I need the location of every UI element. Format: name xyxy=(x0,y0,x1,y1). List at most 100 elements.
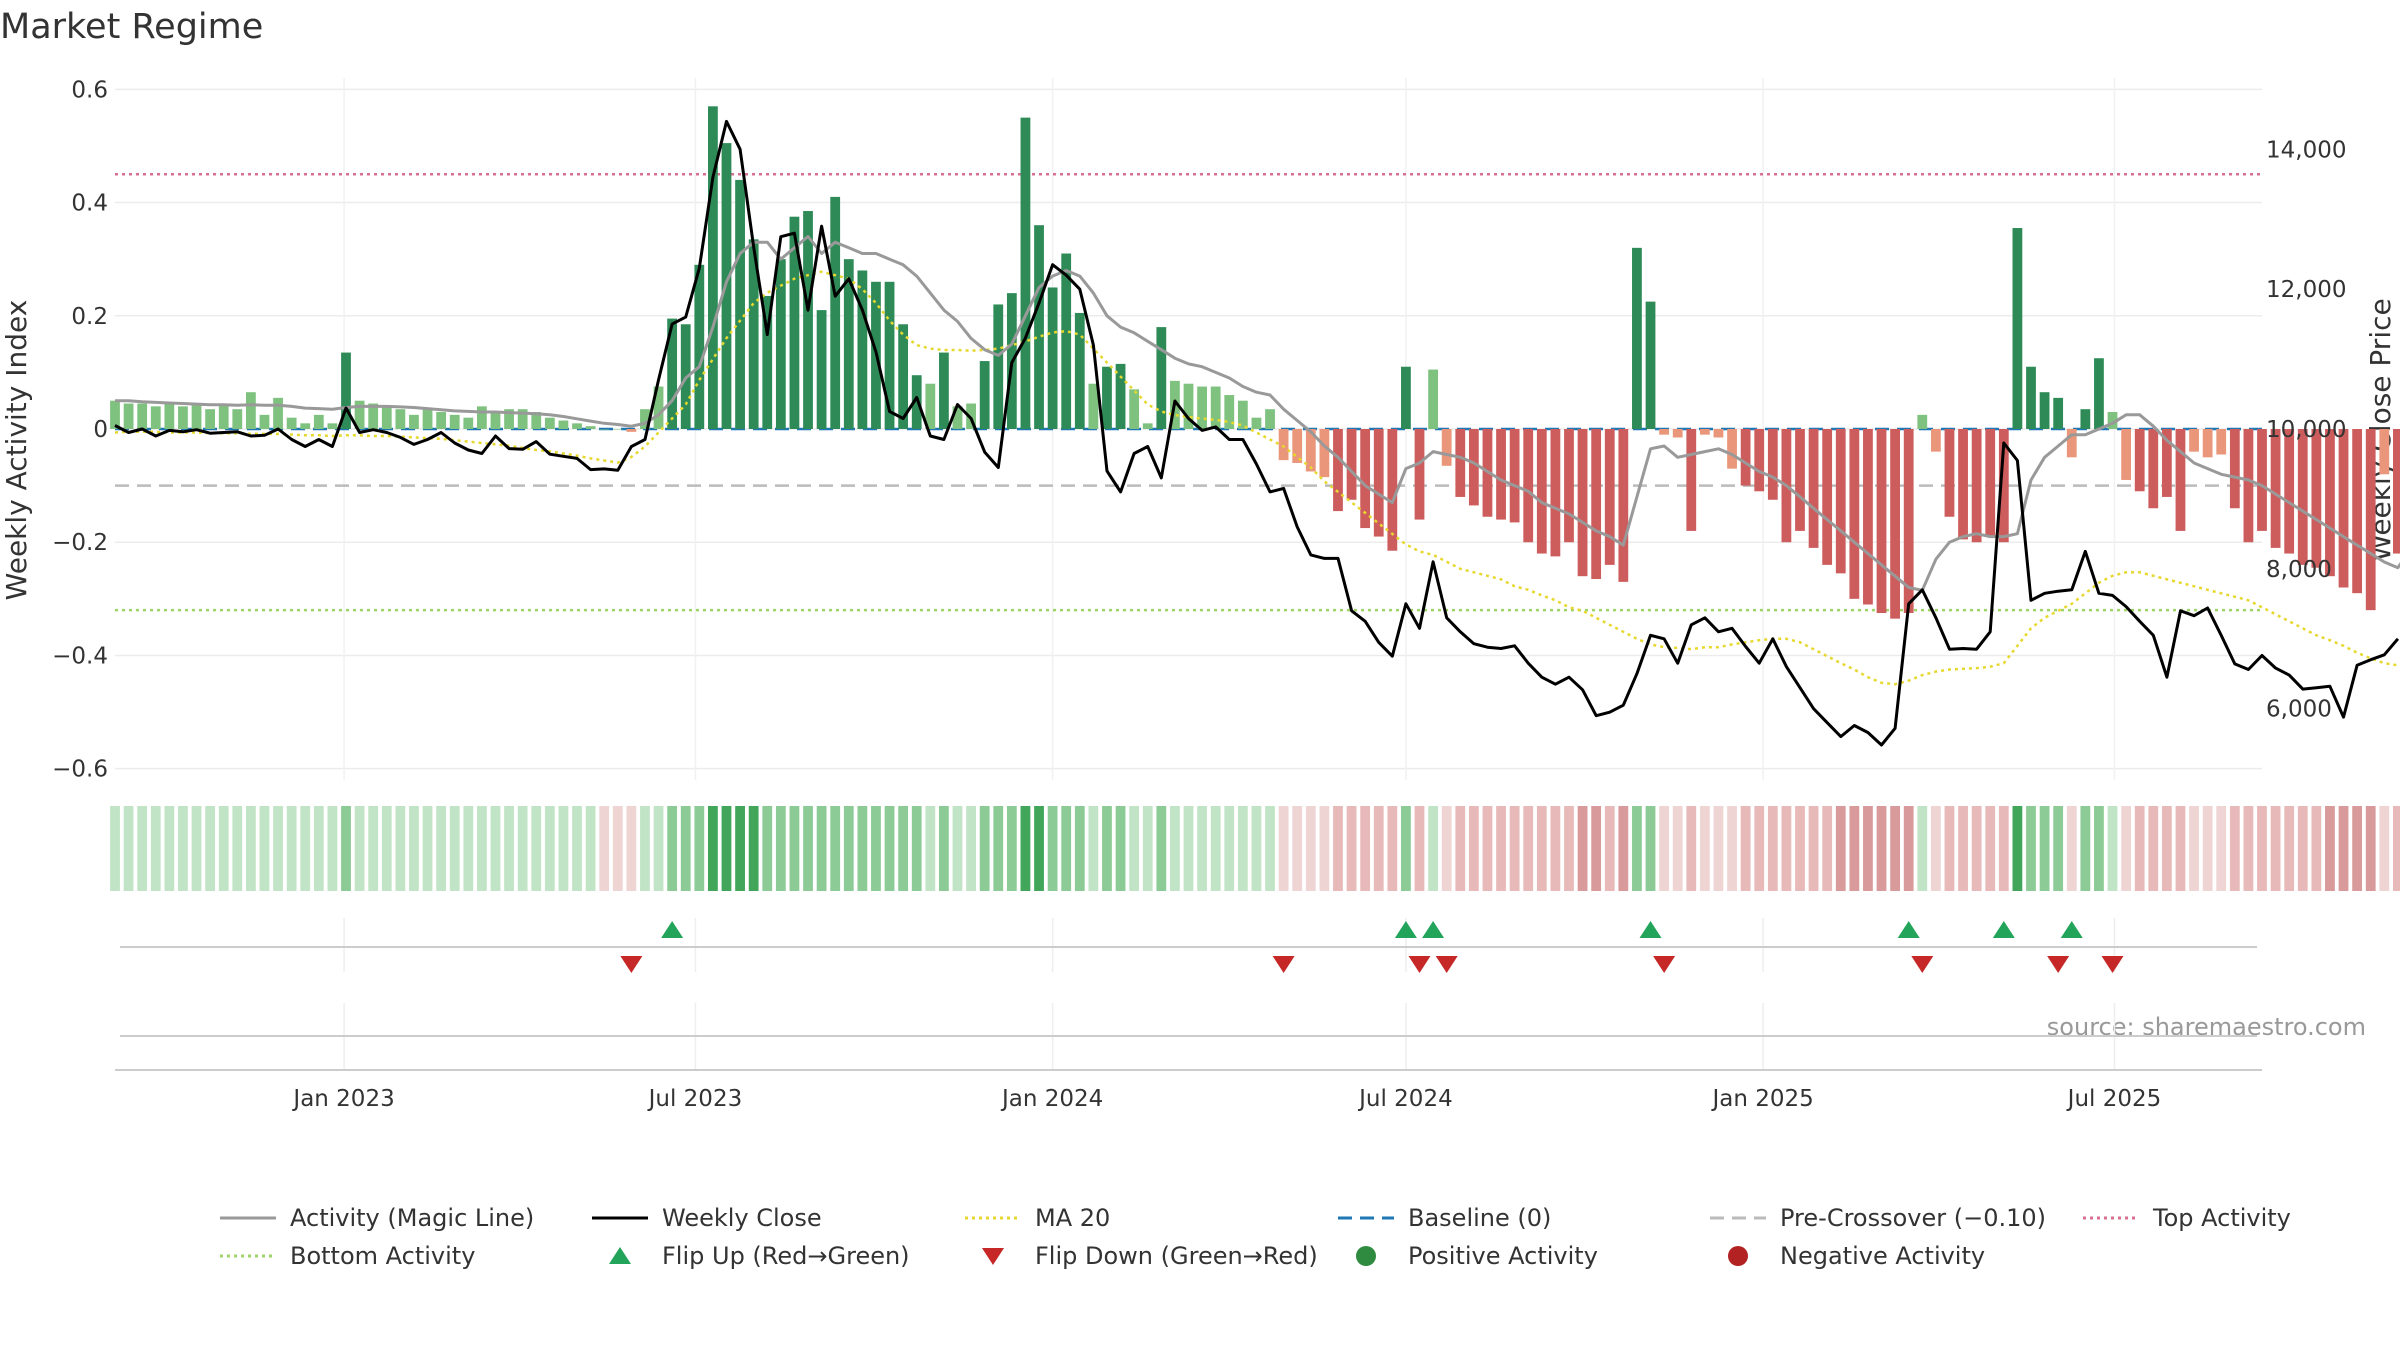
left-tick-label: 0.6 xyxy=(71,77,108,103)
activity-bar xyxy=(449,414,460,429)
regime-cell xyxy=(1142,806,1153,891)
activity-bar xyxy=(2216,429,2227,455)
activity-bar xyxy=(789,216,800,429)
regime-cell xyxy=(2066,806,2077,891)
regime-cell xyxy=(653,806,664,891)
chart-title: Market Regime xyxy=(0,7,263,47)
activity-bar xyxy=(2121,429,2132,480)
regime-cell xyxy=(2325,806,2335,891)
activity-bar xyxy=(2379,429,2390,475)
activity-bar xyxy=(599,429,610,430)
regime-cell xyxy=(1944,806,1955,891)
regime-cell xyxy=(640,806,650,891)
activity-bar xyxy=(735,179,745,429)
regime-cell xyxy=(1020,806,1031,891)
regime-cell xyxy=(422,806,433,891)
regime-cell xyxy=(775,806,786,891)
regime-cell xyxy=(1482,806,1493,891)
regime-cell xyxy=(2270,806,2281,891)
activity-bar xyxy=(110,400,120,429)
legend-label: Positive Activity xyxy=(1408,1242,1598,1270)
activity-bar xyxy=(1020,117,1031,430)
activity-bar xyxy=(381,406,392,429)
regime-cell xyxy=(966,806,976,891)
activity-bar xyxy=(409,414,419,429)
activity-bar xyxy=(245,392,256,429)
legend-item: Weekly Close xyxy=(592,1204,822,1232)
activity-bar xyxy=(1550,429,1561,557)
regime-cell xyxy=(245,806,256,891)
activity-bar xyxy=(1034,225,1044,429)
activity-bar xyxy=(1468,429,1479,506)
activity-bar xyxy=(2175,429,2186,531)
regime-cell xyxy=(1699,806,1710,891)
regime-cell xyxy=(1210,806,1221,891)
legend-label: MA 20 xyxy=(1035,1204,1110,1232)
left-tick-label: −0.6 xyxy=(52,757,108,783)
flip-up-marker xyxy=(1422,921,1445,938)
flip-down-marker xyxy=(1653,956,1676,973)
legend-label: Activity (Magic Line) xyxy=(290,1204,534,1232)
activity-bar xyxy=(1767,429,1778,500)
activity-bar xyxy=(1414,429,1425,520)
regime-cell xyxy=(1686,806,1697,891)
activity-bar xyxy=(1251,417,1262,429)
regime-cell xyxy=(150,806,161,891)
activity-bar xyxy=(395,409,406,429)
activity-bar xyxy=(286,417,297,429)
legend-item: Flip Up (Red→Green) xyxy=(609,1242,910,1270)
activity-bar xyxy=(1740,429,1751,486)
regime-cell xyxy=(2257,806,2267,891)
activity-bar xyxy=(558,420,569,429)
regime-cell xyxy=(1455,806,1466,891)
regime-cell xyxy=(544,806,555,891)
regime-cell xyxy=(816,806,827,891)
regime-cell xyxy=(1346,806,1357,891)
flip-down-marker xyxy=(1408,956,1431,973)
regime-cell xyxy=(1930,806,1941,891)
legend-item: Bottom Activity xyxy=(220,1242,475,1270)
activity-bar xyxy=(477,406,487,429)
regime-cell xyxy=(1618,806,1629,891)
regime-cell xyxy=(341,806,351,891)
activity-bar xyxy=(2270,429,2281,548)
activity-bar xyxy=(2352,429,2363,594)
activity-bar xyxy=(2338,429,2349,588)
regime-cell xyxy=(259,806,270,891)
activity-bar xyxy=(422,409,433,429)
activity-bar xyxy=(2161,429,2172,497)
activity-bar xyxy=(1930,429,1941,452)
regime-cell xyxy=(993,806,1004,891)
regime-cell xyxy=(1604,806,1615,891)
regime-cell xyxy=(1767,806,1778,891)
activity-bar xyxy=(1713,429,1724,438)
regime-cell xyxy=(721,806,732,891)
activity-bar xyxy=(2297,429,2308,565)
regime-cell xyxy=(1781,806,1792,891)
activity-bar xyxy=(939,352,949,429)
activity-bar xyxy=(2325,429,2335,577)
left-axis-title: Weekly Activity Index xyxy=(0,300,33,601)
regime-cell xyxy=(803,806,813,891)
activity-bar xyxy=(1224,395,1235,429)
regime-cell xyxy=(218,806,229,891)
x-axis: Jan 2023 Jul 2023 Jan 2024 Jul 2024 Jan 2025… xyxy=(115,1003,2262,1112)
regime-cell xyxy=(2107,806,2118,891)
activity-bar xyxy=(1998,429,2009,543)
regime-cell xyxy=(1577,806,1588,891)
activity-bar xyxy=(1441,429,1452,466)
regime-cell xyxy=(857,806,868,891)
activity-bar xyxy=(612,429,623,430)
activity-bar xyxy=(490,412,501,429)
regime-cell xyxy=(612,806,623,891)
regime-cell xyxy=(1564,806,1574,891)
regime-cell xyxy=(1754,806,1765,891)
flip-up-marker xyxy=(1992,921,2015,938)
regime-cell xyxy=(1536,806,1547,891)
legend: Activity (Magic Line) Weekly Close MA 20 Ba… xyxy=(220,1204,2291,1270)
activity-bar xyxy=(1197,386,1207,429)
regime-cell xyxy=(2026,806,2036,891)
regime-cell xyxy=(1550,806,1561,891)
activity-bar xyxy=(1754,429,1765,492)
activity-bar xyxy=(1129,389,1140,429)
